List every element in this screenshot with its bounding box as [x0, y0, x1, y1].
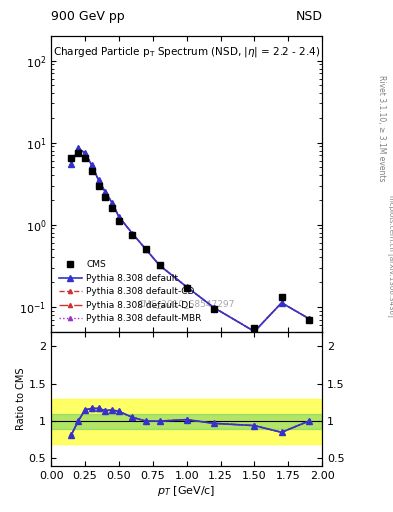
Pythia 8.308 default-CD [116, 214, 121, 220]
Pythia 8.308 default-DL [90, 162, 94, 168]
Pythia 8.308 default-DL [184, 284, 189, 290]
Pythia 8.308 default-DL [69, 161, 74, 167]
Pythia 8.308 default-MBR [103, 189, 108, 195]
Pythia 8.308 default [96, 177, 101, 183]
Pythia 8.308 default-DL [76, 145, 81, 152]
Pythia 8.308 default-CD [96, 177, 101, 183]
Pythia 8.308 default-MBR [90, 162, 94, 168]
Text: NSD: NSD [295, 10, 322, 23]
Pythia 8.308 default [130, 230, 135, 237]
X-axis label: $p_T$ [GeV/c]: $p_T$ [GeV/c] [158, 483, 216, 498]
Pythia 8.308 default-CD [130, 230, 135, 237]
Pythia 8.308 default-DL [96, 177, 101, 183]
Pythia 8.308 default [116, 214, 121, 220]
Pythia 8.308 default-MBR [144, 246, 149, 252]
Y-axis label: Ratio to CMS: Ratio to CMS [16, 368, 26, 430]
Bar [51, 414, 322, 429]
Pythia 8.308 default-DL [211, 305, 216, 311]
Pythia 8.308 default-DL [130, 230, 135, 237]
Pythia 8.308 default-CD [184, 284, 189, 290]
Pythia 8.308 default-MBR [252, 328, 257, 334]
Pythia 8.308 default [184, 284, 189, 290]
Pythia 8.308 default-CD [279, 300, 284, 306]
Pythia 8.308 default-DL [279, 300, 284, 306]
Pythia 8.308 default-DL [83, 150, 87, 156]
Pythia 8.308 default-MBR [306, 315, 311, 322]
Pythia 8.308 default [144, 246, 149, 252]
Pythia 8.308 default [306, 315, 311, 322]
Pythia 8.308 default-CD [110, 200, 114, 206]
Line: Pythia 8.308 default: Pythia 8.308 default [69, 145, 312, 334]
Pythia 8.308 default-MBR [69, 161, 74, 167]
Pythia 8.308 default-CD [252, 328, 257, 334]
Pythia 8.308 default [103, 189, 108, 195]
Pythia 8.308 default [69, 161, 74, 167]
Pythia 8.308 default-CD [76, 145, 81, 152]
Pythia 8.308 default-CD [83, 150, 87, 156]
Pythia 8.308 default [83, 150, 87, 156]
Pythia 8.308 default-CD [69, 161, 74, 167]
Legend: CMS, Pythia 8.308 default, Pythia 8.308 default-CD, Pythia 8.308 default-DL, Pyt: CMS, Pythia 8.308 default, Pythia 8.308 … [55, 257, 205, 327]
Pythia 8.308 default-MBR [184, 284, 189, 290]
Text: 900 GeV pp: 900 GeV pp [51, 10, 125, 23]
Pythia 8.308 default-DL [103, 189, 108, 195]
Pythia 8.308 default [76, 145, 81, 152]
Pythia 8.308 default-CD [144, 246, 149, 252]
Pythia 8.308 default-MBR [110, 200, 114, 206]
Line: Pythia 8.308 default-CD: Pythia 8.308 default-CD [69, 146, 311, 333]
Text: mcplots.cern.ch [arXiv:1306.3436]: mcplots.cern.ch [arXiv:1306.3436] [387, 195, 393, 317]
Pythia 8.308 default-CD [90, 162, 94, 168]
Pythia 8.308 default [211, 305, 216, 311]
Pythia 8.308 default-DL [306, 315, 311, 322]
Pythia 8.308 default-CD [211, 305, 216, 311]
Pythia 8.308 default-DL [144, 246, 149, 252]
Pythia 8.308 default-DL [157, 262, 162, 268]
Bar [51, 399, 322, 443]
Text: Rivet 3.1.10, ≥ 3.1M events: Rivet 3.1.10, ≥ 3.1M events [377, 75, 386, 181]
Pythia 8.308 default-CD [306, 315, 311, 322]
Text: CMS_2010_S8547297: CMS_2010_S8547297 [138, 299, 235, 308]
Pythia 8.308 default-MBR [279, 300, 284, 306]
Pythia 8.308 default [90, 162, 94, 168]
Pythia 8.308 default-MBR [96, 177, 101, 183]
Pythia 8.308 default-DL [252, 329, 257, 335]
Pythia 8.308 default-MBR [76, 145, 81, 152]
Line: Pythia 8.308 default-DL: Pythia 8.308 default-DL [69, 146, 311, 334]
Pythia 8.308 default-DL [110, 200, 114, 206]
Pythia 8.308 default-MBR [130, 230, 135, 237]
Pythia 8.308 default-CD [103, 189, 108, 195]
Pythia 8.308 default-CD [157, 262, 162, 268]
Pythia 8.308 default [252, 329, 257, 335]
Pythia 8.308 default-MBR [211, 305, 216, 311]
Pythia 8.308 default-MBR [83, 150, 87, 156]
Pythia 8.308 default-MBR [157, 262, 162, 268]
Pythia 8.308 default [279, 300, 284, 306]
Pythia 8.308 default [110, 200, 114, 206]
Line: Pythia 8.308 default-MBR: Pythia 8.308 default-MBR [69, 146, 311, 333]
Pythia 8.308 default [157, 262, 162, 268]
Pythia 8.308 default-DL [116, 214, 121, 220]
Text: Charged Particle $\mathregular{p_T}$ Spectrum (NSD, $|\eta|$ = 2.2 - 2.4): Charged Particle $\mathregular{p_T}$ Spe… [53, 45, 320, 59]
Pythia 8.308 default-MBR [116, 214, 121, 220]
